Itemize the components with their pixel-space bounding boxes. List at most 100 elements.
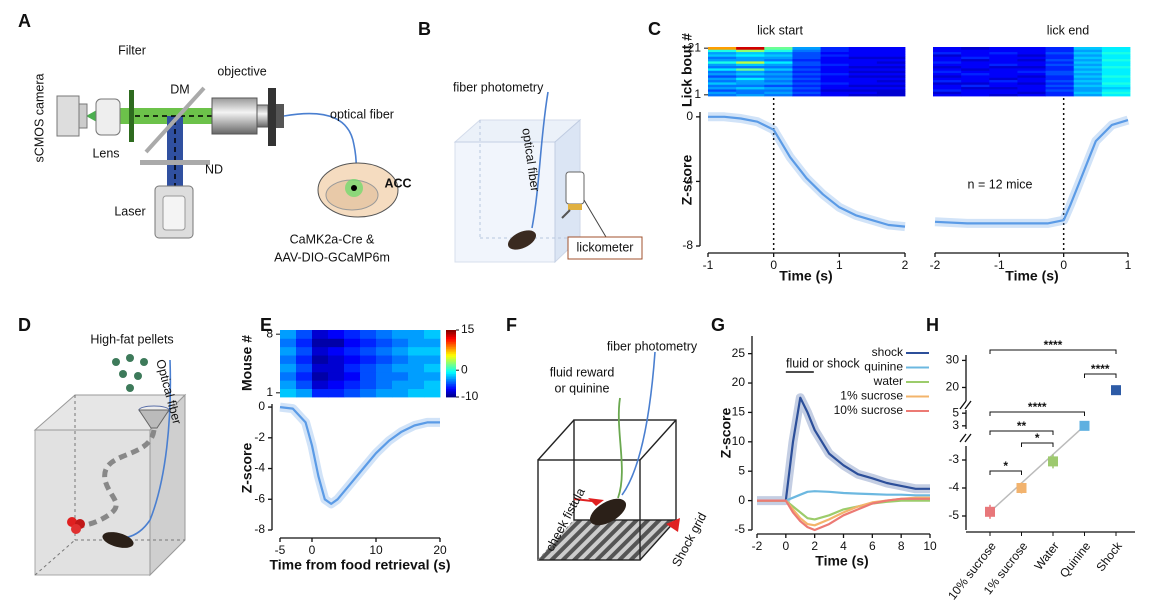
- heatmap-cell: [792, 84, 821, 88]
- heatmap-cell: [1045, 51, 1075, 55]
- x-tick-label: 1: [836, 258, 843, 272]
- heatmap-cell: [408, 380, 425, 390]
- line: [934, 119, 1129, 225]
- panel-label: E: [260, 315, 272, 335]
- heatmap-cell: [328, 355, 345, 364]
- heatmap-cell: [820, 56, 850, 60]
- heatmap-cell: [280, 355, 297, 364]
- heatmap-cell: [876, 72, 906, 76]
- line: [757, 396, 930, 502]
- heatmap-cell: [1101, 47, 1131, 50]
- y-tick-label: 3: [952, 418, 959, 432]
- heatmap-cell: [708, 47, 737, 50]
- label: lickometer: [577, 240, 634, 254]
- heatmap-cell: [792, 75, 821, 78]
- heatmap-cell: [933, 47, 962, 50]
- heatmap-cell: [820, 86, 850, 90]
- heatmap-cell: [764, 70, 793, 74]
- mouse: [589, 498, 627, 526]
- spout: [561, 209, 571, 219]
- colorbar-tick-label: 0: [461, 362, 468, 376]
- colorbar-swatch: [446, 390, 456, 393]
- x-tick-label: -1: [994, 258, 1005, 272]
- y-tick-label: 8: [266, 326, 273, 340]
- heatmap-cell: [344, 388, 361, 398]
- heatmap-cell: [989, 51, 1018, 55]
- mouse: [102, 532, 134, 548]
- heatmap-cell: [424, 330, 441, 339]
- y-tick-label: -4: [948, 480, 959, 494]
- significance-bracket: [989, 411, 1085, 416]
- heatmap-cell: [1101, 72, 1131, 76]
- heatmap-cell: [424, 371, 441, 381]
- significance-bracket: [989, 470, 1022, 475]
- significance-bracket: [1084, 373, 1117, 378]
- heatmap-cell: [792, 58, 821, 62]
- heatmap-cell: [876, 77, 906, 81]
- colorbar-swatch: [446, 341, 456, 344]
- significance-bracket: [1021, 442, 1054, 447]
- heatmap-cell: [820, 63, 850, 67]
- heatmap-cell: [848, 70, 878, 74]
- heatmap-cell: [764, 51, 793, 55]
- heatmap-cell: [989, 65, 1018, 69]
- heatmap-cell: [848, 47, 878, 50]
- heatmap-cell: [933, 86, 962, 90]
- heatmap-cell: [764, 93, 793, 97]
- heatmap-cell: [296, 380, 313, 390]
- heatmap-cell: [989, 68, 1018, 71]
- heatmap-cell: [296, 330, 313, 339]
- heatmap-cell: [280, 363, 297, 373]
- heatmap-cell: [933, 84, 962, 88]
- heatmap-cell: [392, 346, 409, 356]
- heatmap-cell: [820, 75, 850, 78]
- heatmap-cell: [1017, 72, 1046, 76]
- panel-label: C: [648, 19, 661, 39]
- label: Filter: [118, 43, 146, 57]
- colorbar-swatch: [446, 358, 456, 361]
- line: [279, 406, 440, 505]
- heatmap-cell: [376, 330, 393, 339]
- x-tick-label: 0: [770, 258, 777, 272]
- x-tick-label: 20: [433, 543, 447, 557]
- objective: [256, 104, 269, 128]
- heatmap-cell: [848, 54, 878, 57]
- heatmap-cell: [933, 93, 962, 97]
- heatmap-cell: [792, 70, 821, 74]
- heatmap-cell: [961, 68, 990, 71]
- point: [1016, 483, 1027, 493]
- heatmap-cell: [1073, 63, 1103, 67]
- heatmap-cell: [328, 338, 345, 348]
- heatmap-cell: [933, 56, 962, 60]
- heatmap-cell: [344, 355, 361, 364]
- heatmap-cell: [1017, 82, 1046, 85]
- box: [34, 429, 151, 576]
- wire: [583, 199, 607, 238]
- legend-label: quinine: [864, 360, 903, 374]
- error-band: [708, 112, 906, 232]
- heatmap-cell: [392, 388, 409, 398]
- arrow: [573, 498, 593, 502]
- heatmap-cell: [989, 56, 1018, 60]
- significance-label: *: [1003, 459, 1008, 473]
- colorbar-swatch: [446, 385, 456, 388]
- heatmap-cell: [820, 77, 850, 81]
- heatmap-cell: [1017, 49, 1046, 53]
- heatmap-cell: [989, 75, 1018, 78]
- colorbar-swatch: [446, 375, 456, 378]
- heatmap-cell: [876, 54, 906, 57]
- camera: [56, 95, 80, 137]
- x-tick-label: 10: [923, 539, 937, 553]
- heatmap-cell: [961, 47, 990, 50]
- colorbar-swatch: [446, 361, 456, 364]
- colorbar-swatch: [446, 376, 456, 379]
- colorbar-swatch: [446, 380, 456, 383]
- heatmap-cell: [1101, 86, 1131, 90]
- heatmap-cell: [1045, 63, 1075, 67]
- heatmap-cell: [280, 338, 297, 348]
- heatmap-cell: [764, 72, 793, 76]
- heatmap-y-label: Mouse #: [239, 335, 255, 391]
- colorbar-swatch: [446, 333, 456, 336]
- heatmap-cell: [933, 61, 962, 64]
- heatmap-cell: [876, 86, 906, 90]
